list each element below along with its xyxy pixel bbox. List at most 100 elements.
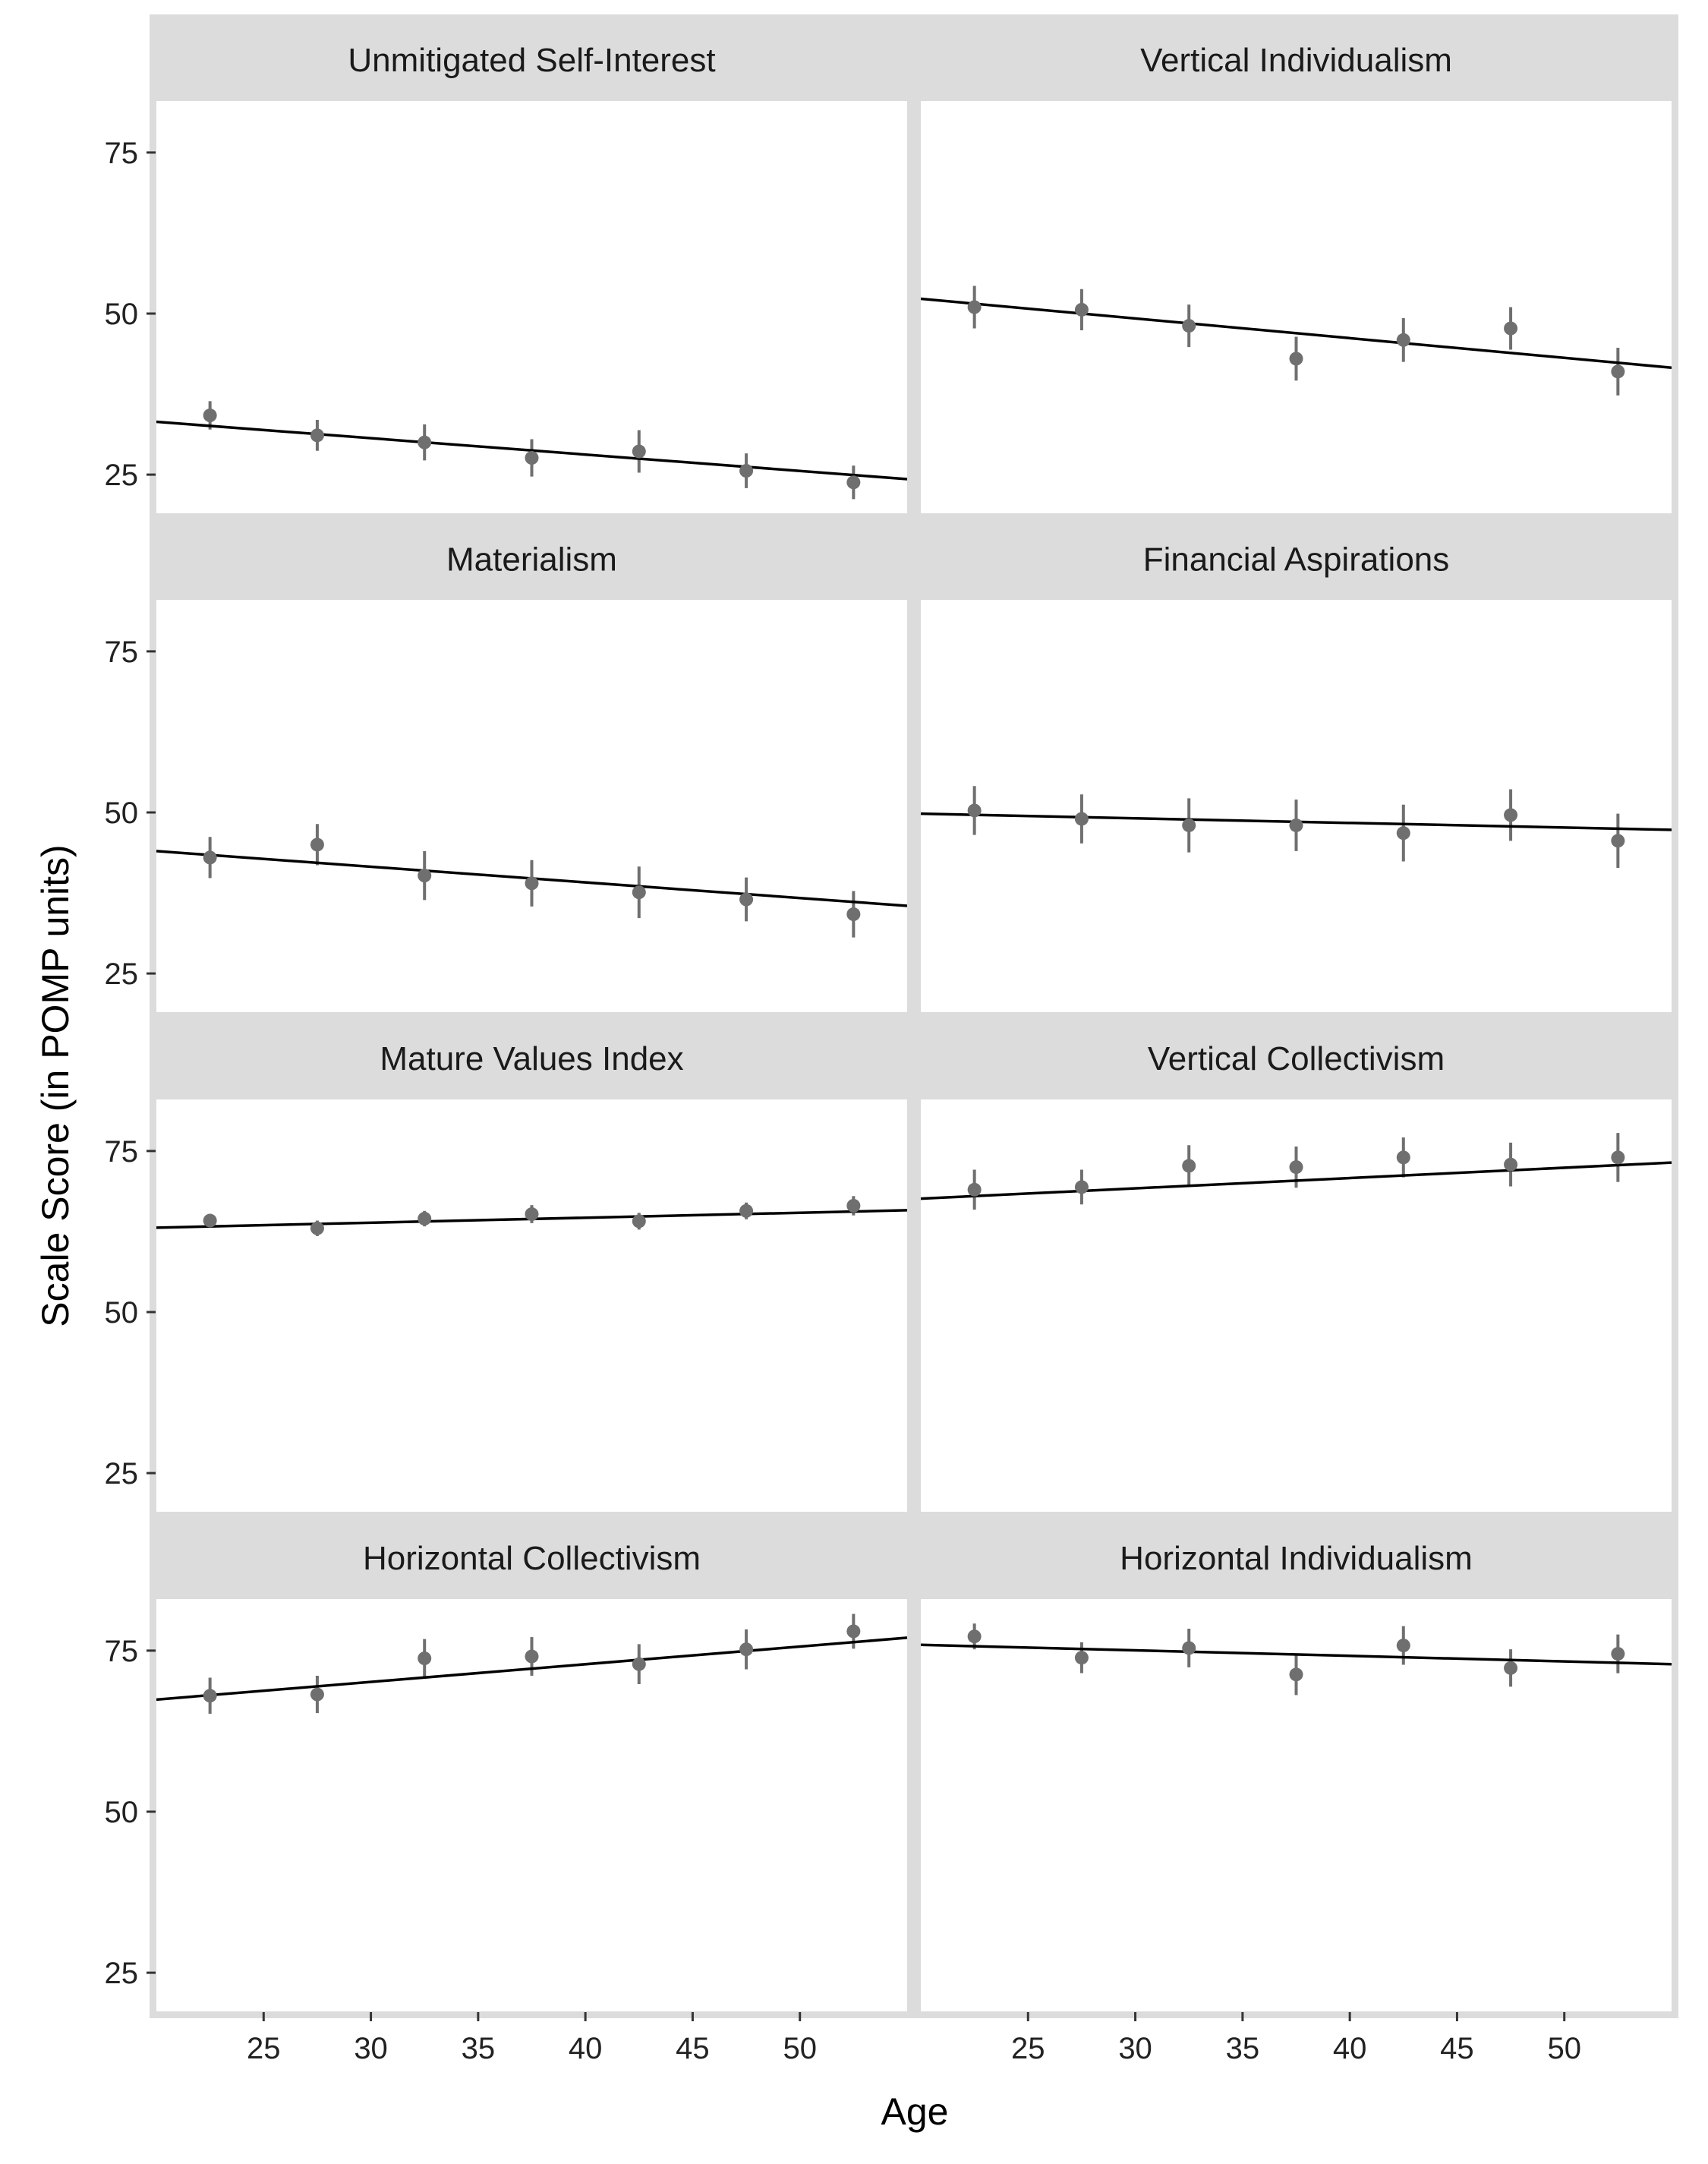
data-point bbox=[846, 1624, 861, 1639]
x-tick-label: 25 bbox=[247, 2032, 281, 2065]
data-point bbox=[1611, 1150, 1625, 1165]
facet-panel: Horizontal Collectivism bbox=[156, 1519, 907, 2011]
data-point bbox=[525, 876, 539, 891]
x-tick-label: 45 bbox=[1440, 2032, 1474, 2065]
y-tick-label: 75 bbox=[105, 137, 139, 170]
facet-panel: Horizontal Individualism bbox=[921, 1519, 1672, 2011]
trend-line bbox=[921, 1643, 1672, 1666]
data-point bbox=[1182, 1641, 1196, 1655]
plot-area bbox=[156, 600, 907, 1012]
facet-title: Unmitigated Self-Interest bbox=[348, 42, 715, 79]
y-tick-label: 25 bbox=[105, 1457, 139, 1491]
data-point bbox=[310, 1221, 324, 1235]
data-point bbox=[1611, 1647, 1625, 1661]
data-point bbox=[1182, 319, 1196, 333]
facet-strip bbox=[156, 21, 907, 99]
x-tick-label: 25 bbox=[1011, 2032, 1045, 2065]
data-point bbox=[1504, 808, 1518, 822]
y-tick-label: 25 bbox=[105, 459, 139, 492]
data-point bbox=[525, 1207, 539, 1222]
data-point bbox=[1504, 1661, 1518, 1675]
data-point bbox=[632, 1214, 646, 1229]
data-point bbox=[1396, 333, 1410, 347]
x-tick-label: 35 bbox=[1226, 2032, 1260, 2065]
y-axis-title: Scale Score (in POMP units) bbox=[34, 844, 77, 1326]
x-tick-label: 40 bbox=[569, 2032, 603, 2065]
facet-strip bbox=[921, 521, 1672, 598]
data-point bbox=[1182, 818, 1196, 832]
data-point bbox=[967, 1629, 982, 1644]
data-point bbox=[1074, 302, 1089, 317]
data-point bbox=[203, 1213, 217, 1228]
data-point bbox=[846, 1198, 861, 1213]
facet-strip bbox=[921, 1020, 1672, 1097]
y-tick-label: 75 bbox=[105, 1135, 139, 1169]
facet-title: Mature Values Index bbox=[380, 1040, 683, 1077]
data-point bbox=[203, 850, 217, 865]
panels-layer: Unmitigated Self-Interest Vertical Indivi… bbox=[150, 14, 1678, 2018]
facet-title: Vertical Collectivism bbox=[1148, 1040, 1445, 1077]
data-point bbox=[203, 409, 217, 423]
data-point bbox=[525, 1649, 539, 1664]
facet-strip bbox=[921, 21, 1672, 99]
data-point bbox=[203, 1689, 217, 1703]
trend-line bbox=[156, 1636, 907, 1702]
data-point bbox=[739, 892, 754, 907]
facet-title: Vertical Individualism bbox=[1140, 42, 1452, 79]
data-point bbox=[632, 444, 646, 459]
data-point bbox=[1611, 834, 1625, 848]
data-point bbox=[846, 907, 861, 922]
data-point bbox=[1504, 1157, 1518, 1172]
facet-strip bbox=[156, 1519, 907, 1597]
data-point bbox=[967, 803, 982, 818]
facet-strip bbox=[921, 1519, 1672, 1597]
data-point bbox=[1289, 1667, 1303, 1682]
x-tick-label: 50 bbox=[783, 2032, 817, 2065]
data-point bbox=[632, 1657, 646, 1671]
facet-strip bbox=[156, 1020, 907, 1097]
x-tick-label: 45 bbox=[676, 2032, 710, 2065]
data-point bbox=[418, 1651, 432, 1666]
data-point bbox=[310, 428, 324, 443]
facet-title: Financial Aspirations bbox=[1143, 541, 1450, 579]
data-point bbox=[1074, 1180, 1089, 1194]
data-point bbox=[525, 451, 539, 465]
y-tick-label: 50 bbox=[105, 1296, 139, 1330]
data-point bbox=[1396, 1150, 1410, 1165]
data-point bbox=[1074, 1651, 1089, 1665]
x-tick-label: 30 bbox=[354, 2032, 388, 2065]
trend-line bbox=[921, 297, 1672, 369]
data-point bbox=[739, 1203, 754, 1218]
y-tick-label: 25 bbox=[105, 1957, 139, 1990]
data-point bbox=[739, 464, 754, 478]
data-point bbox=[967, 1182, 982, 1197]
y-tick-label: 75 bbox=[105, 1635, 139, 1668]
facet-panel: Vertical Individualism bbox=[921, 21, 1672, 513]
data-point bbox=[739, 1642, 754, 1657]
data-point bbox=[1289, 352, 1303, 366]
data-point bbox=[1182, 1159, 1196, 1173]
plot-area bbox=[156, 1099, 907, 1512]
data-point bbox=[1611, 364, 1625, 379]
x-tick-label: 40 bbox=[1333, 2032, 1367, 2065]
facet-panel: Financial Aspirations bbox=[921, 521, 1672, 1012]
x-axis-title: Age bbox=[881, 2090, 949, 2133]
facet-panel: Mature Values Index bbox=[156, 1020, 907, 1512]
data-point bbox=[418, 869, 432, 883]
y-tick-label: 25 bbox=[105, 957, 139, 991]
plot-area bbox=[921, 101, 1672, 513]
y-tick-label: 50 bbox=[105, 298, 139, 331]
data-point bbox=[310, 838, 324, 852]
data-point bbox=[632, 885, 646, 900]
y-tick-label: 50 bbox=[105, 1796, 139, 1829]
axes-layer: 25 50 75 25 50 75 25 50 75 25 50 75 25 30 35 40 45 50 25 30… bbox=[105, 137, 1581, 2065]
facet-title: Materialism bbox=[446, 541, 617, 579]
data-point bbox=[310, 1687, 324, 1702]
x-tick-label: 35 bbox=[462, 2032, 496, 2065]
x-tick-label: 50 bbox=[1547, 2032, 1581, 2065]
data-point bbox=[1074, 812, 1089, 826]
data-point bbox=[1504, 321, 1518, 336]
facet-panel: Materialism bbox=[156, 521, 907, 1012]
facet-panel: Vertical Collectivism bbox=[921, 1020, 1672, 1512]
y-tick-label: 75 bbox=[105, 636, 139, 669]
